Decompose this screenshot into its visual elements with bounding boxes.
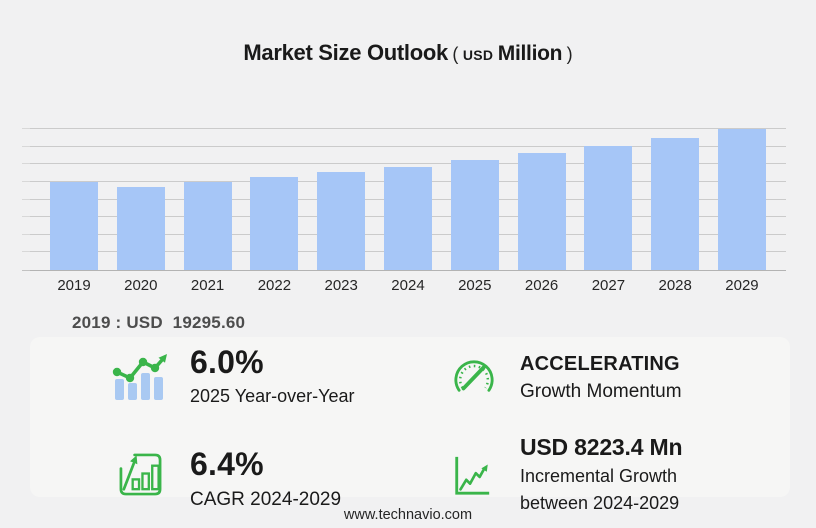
line-growth-icon xyxy=(455,456,490,495)
paren-open: ( xyxy=(452,44,459,64)
chart-title-unit: Million xyxy=(497,42,563,65)
chart-title: Market Size Outlook ( USD Million ) xyxy=(0,40,816,66)
x-tick-label: 2027 xyxy=(591,277,626,294)
stat-momentum: ACCELERATING Growth Momentum xyxy=(448,354,682,402)
x-tick-label: 2022 xyxy=(257,277,292,294)
bar-trend-icon xyxy=(112,354,167,400)
bar-2024 xyxy=(383,166,432,270)
x-tick-label: 2020 xyxy=(124,277,158,294)
paren-close: ) xyxy=(566,44,573,64)
stat-incremental-label: Incremental Growth xyxy=(520,466,678,486)
bar-2019 xyxy=(50,181,98,270)
x-tick-label: 2026 xyxy=(524,277,559,294)
stat-cagr: 6.4% CAGR 2024-2029 xyxy=(118,448,341,510)
x-tick-label: 2028 xyxy=(658,277,692,294)
bar-2023 xyxy=(317,171,366,270)
bar-2022 xyxy=(250,177,299,270)
bar-2021 xyxy=(183,181,232,270)
chart-title-main: Market Size Outlook xyxy=(243,40,448,65)
bar-2028 xyxy=(651,137,700,270)
bar-2026 xyxy=(517,153,566,270)
stat-momentum-label: Growth Momentum xyxy=(520,381,682,402)
x-tick-label: 2025 xyxy=(458,277,492,294)
gridline xyxy=(22,163,786,164)
stat-incremental: USD 8223.4 Mn Incremental Growth between… xyxy=(452,434,683,514)
chart-title-currency: USD xyxy=(462,47,494,63)
stat-momentum-value: ACCELERATING xyxy=(520,353,680,375)
stat-yoy-label: 2025 Year-over-Year xyxy=(190,386,355,406)
stat-yoy: 6.0% 2025 Year-over-Year xyxy=(112,346,354,407)
bar-2027 xyxy=(584,145,633,270)
gauge-icon xyxy=(454,360,494,392)
bar-2025 xyxy=(450,160,499,270)
stat-cagr-label: CAGR 2024-2029 xyxy=(190,489,342,510)
x-tick-label: 2029 xyxy=(725,277,759,294)
bar-growth-icon xyxy=(119,453,162,496)
x-labels: 2019 2020 2021 2022 2023 2024 2025 2026 2027 2028… xyxy=(30,277,786,294)
bar-chart-plot-area xyxy=(22,110,786,271)
bar-2029 xyxy=(717,129,766,270)
stat-cagr-value: 6.4% xyxy=(190,446,264,482)
x-tick-label: 2019 xyxy=(57,277,91,294)
x-tick-label: 2023 xyxy=(324,277,358,294)
gridline xyxy=(22,146,786,147)
x-tick-label: 2024 xyxy=(391,277,425,294)
x-tick-label: 2021 xyxy=(190,277,225,294)
stat-incremental-value: USD 8223.4 Mn xyxy=(520,434,683,460)
gridline xyxy=(22,128,786,129)
base-year-value: 2019 : USD 19295.60 xyxy=(72,313,246,332)
technavio-url[interactable]: www.technavio.com xyxy=(343,507,473,523)
stat-yoy-value: 6.0% xyxy=(190,344,264,380)
stat-incremental-label2: between 2024-2029 xyxy=(520,493,680,513)
bars xyxy=(30,110,786,270)
bar-2020 xyxy=(116,186,165,270)
